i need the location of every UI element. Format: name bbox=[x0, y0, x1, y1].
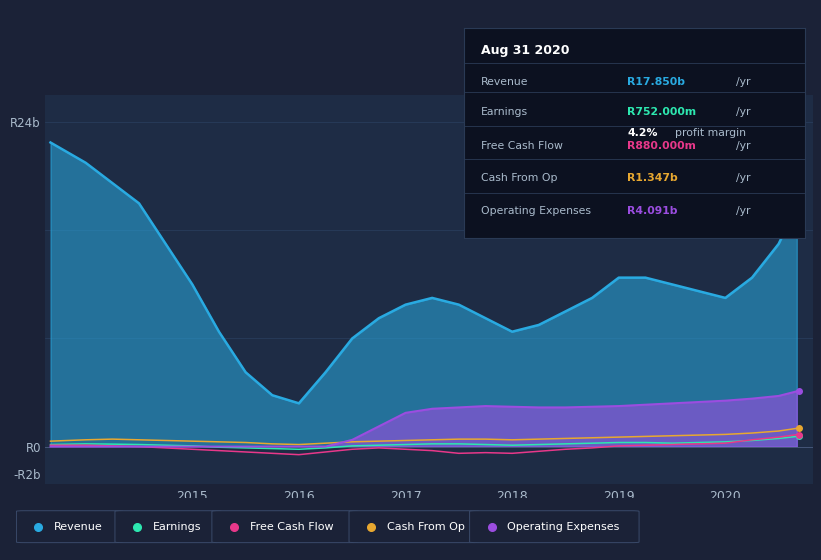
Text: Revenue: Revenue bbox=[54, 522, 103, 531]
FancyBboxPatch shape bbox=[16, 511, 123, 543]
Text: Earnings: Earnings bbox=[153, 522, 201, 531]
Text: Earnings: Earnings bbox=[481, 107, 528, 117]
Text: Free Cash Flow: Free Cash Flow bbox=[481, 141, 562, 151]
Text: R17.850b: R17.850b bbox=[627, 77, 686, 87]
Text: R752.000m: R752.000m bbox=[627, 107, 696, 117]
Text: /yr: /yr bbox=[736, 173, 751, 183]
Text: R880.000m: R880.000m bbox=[627, 141, 696, 151]
Text: /yr: /yr bbox=[736, 206, 751, 216]
Text: R4.091b: R4.091b bbox=[627, 206, 678, 216]
Text: /yr: /yr bbox=[736, 107, 751, 117]
FancyBboxPatch shape bbox=[115, 511, 222, 543]
Text: profit margin: profit margin bbox=[675, 128, 746, 138]
FancyBboxPatch shape bbox=[212, 511, 358, 543]
Text: R1.347b: R1.347b bbox=[627, 173, 678, 183]
Text: Revenue: Revenue bbox=[481, 77, 529, 87]
Text: Aug 31 2020: Aug 31 2020 bbox=[481, 44, 570, 57]
Text: /yr: /yr bbox=[736, 77, 751, 87]
Text: /yr: /yr bbox=[736, 141, 751, 151]
FancyBboxPatch shape bbox=[470, 511, 639, 543]
Text: Cash From Op: Cash From Op bbox=[387, 522, 465, 531]
Text: Free Cash Flow: Free Cash Flow bbox=[250, 522, 333, 531]
Text: Operating Expenses: Operating Expenses bbox=[507, 522, 620, 531]
Text: 4.2%: 4.2% bbox=[627, 128, 658, 138]
Text: Cash From Op: Cash From Op bbox=[481, 173, 557, 183]
Text: Operating Expenses: Operating Expenses bbox=[481, 206, 591, 216]
FancyBboxPatch shape bbox=[349, 511, 479, 543]
